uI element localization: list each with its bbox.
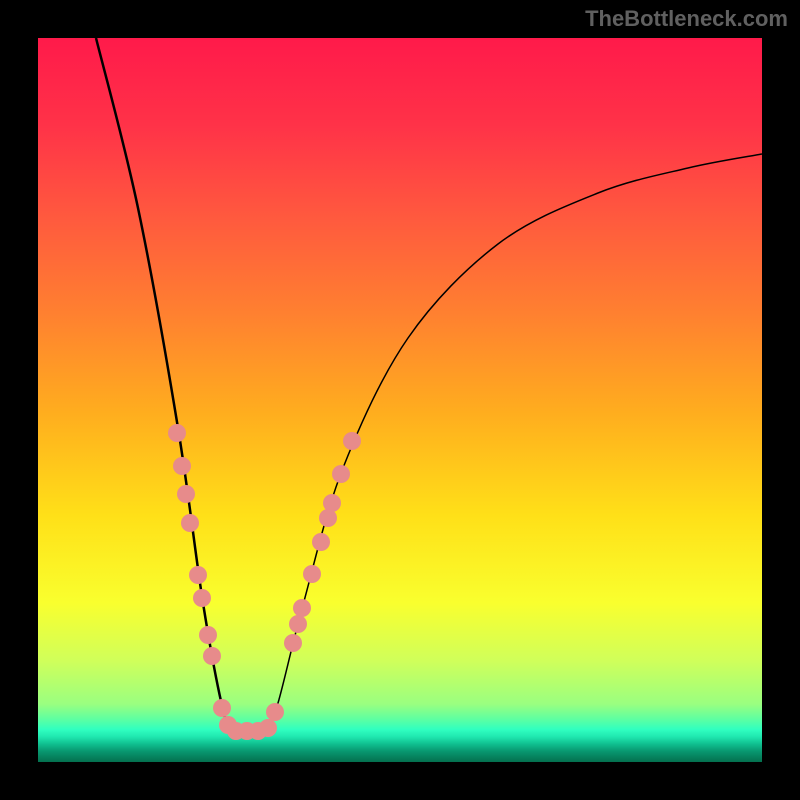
dot-bottom-6 [266, 703, 284, 721]
dot-right-7 [332, 465, 350, 483]
plot-area [38, 38, 762, 762]
dot-left-7 [203, 647, 221, 665]
dot-left-0 [168, 424, 186, 442]
dot-left-3 [181, 514, 199, 532]
dot-right-8 [343, 432, 361, 450]
dot-left-4 [189, 566, 207, 584]
dot-right-6 [323, 494, 341, 512]
dot-left-1 [173, 457, 191, 475]
dot-right-0 [284, 634, 302, 652]
dot-left-6 [199, 626, 217, 644]
dots-layer [38, 38, 762, 762]
dot-bottom-5 [259, 719, 277, 737]
dot-right-1 [289, 615, 307, 633]
dot-left-5 [193, 589, 211, 607]
dot-left-2 [177, 485, 195, 503]
watermark-text: TheBottleneck.com [585, 6, 788, 32]
dot-right-2 [293, 599, 311, 617]
dot-right-4 [312, 533, 330, 551]
dot-right-3 [303, 565, 321, 583]
dot-bottom-0 [213, 699, 231, 717]
